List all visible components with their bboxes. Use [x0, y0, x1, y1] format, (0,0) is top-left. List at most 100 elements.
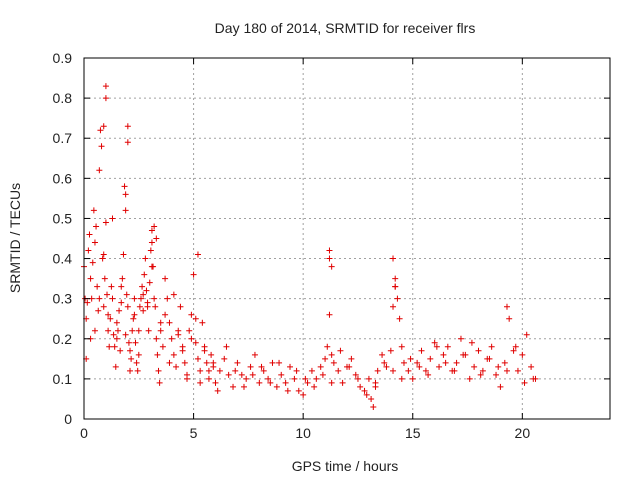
data-point [127, 347, 134, 354]
data-point [188, 311, 195, 318]
data-point [313, 375, 320, 382]
data-point [460, 351, 467, 358]
data-point [141, 271, 148, 278]
data-point [221, 355, 228, 362]
chart-title: Day 180 of 2014, SRMTID for receiver flr… [215, 20, 476, 36]
data-point [392, 283, 399, 290]
data-point [190, 271, 197, 278]
data-point [100, 123, 107, 130]
data-point [100, 303, 107, 310]
data-point [147, 247, 154, 254]
data-point [210, 359, 217, 366]
data-point [164, 295, 171, 302]
data-point [223, 343, 230, 350]
data-point [93, 223, 100, 230]
data-point [317, 363, 324, 370]
data-point [400, 359, 407, 366]
data-point [84, 299, 91, 306]
data-point [308, 367, 315, 374]
data-point [247, 363, 254, 370]
data-point [453, 359, 460, 366]
data-point [407, 355, 414, 362]
data-point [123, 291, 130, 298]
data-point [106, 343, 113, 350]
data-point [363, 391, 370, 398]
data-point [390, 367, 397, 374]
data-point [506, 315, 513, 322]
data-point [457, 335, 464, 342]
data-point [346, 363, 353, 370]
data-point [230, 383, 237, 390]
data-point [425, 371, 432, 378]
data-point [348, 355, 355, 362]
data-point [278, 371, 285, 378]
data-point [91, 239, 98, 246]
axis-ticks [83, 57, 610, 420]
data-point [154, 351, 161, 358]
data-point [339, 379, 346, 386]
data-point [177, 303, 184, 310]
data-point [114, 327, 121, 334]
data-point [199, 319, 206, 326]
data-point [86, 231, 93, 238]
data-point [493, 371, 500, 378]
data-point [214, 387, 221, 394]
data-point [129, 327, 136, 334]
x-tick-label: 5 [190, 425, 198, 441]
data-point [118, 299, 125, 306]
data-point [100, 251, 107, 258]
data-point [258, 363, 265, 370]
data-point [335, 367, 342, 374]
data-point [232, 367, 239, 374]
data-point [153, 235, 160, 242]
data-point [240, 383, 247, 390]
data-point [440, 351, 447, 358]
data-point [322, 355, 329, 362]
data-point [116, 307, 123, 314]
data-point [387, 347, 394, 354]
data-point [405, 367, 412, 374]
grid-lines [84, 58, 610, 419]
data-point [90, 207, 97, 214]
data-point [365, 375, 372, 382]
y-tick-label: 0.9 [53, 50, 73, 66]
data-point [105, 327, 112, 334]
data-point [109, 215, 116, 222]
data-point [166, 319, 173, 326]
data-point [184, 371, 191, 378]
data-point [194, 251, 201, 258]
data-point [471, 363, 478, 370]
data-point [151, 295, 158, 302]
data-point [102, 83, 109, 90]
data-point [390, 303, 397, 310]
data-point [291, 375, 298, 382]
data-point [121, 183, 128, 190]
data-point [390, 255, 397, 262]
data-point [326, 247, 333, 254]
data-point [98, 143, 105, 150]
data-point [162, 311, 169, 318]
data-point [192, 339, 199, 346]
data-point [118, 283, 125, 290]
data-point [148, 263, 155, 270]
x-tick-label: 10 [295, 425, 311, 441]
data-point [256, 379, 263, 386]
data-point [91, 327, 98, 334]
data-point [319, 371, 326, 378]
data-point [104, 291, 111, 298]
data-point [113, 319, 120, 326]
data-point [495, 363, 502, 370]
data-points [81, 83, 539, 410]
data-point [143, 287, 150, 294]
x-tick-label: 15 [405, 425, 421, 441]
data-point [102, 95, 109, 102]
y-tick-label: 0.6 [53, 170, 73, 186]
data-point [130, 315, 137, 322]
plot-frame [83, 57, 611, 420]
data-point [216, 367, 223, 374]
y-tick-label: 0 [64, 411, 72, 427]
data-point [148, 227, 155, 234]
data-point [96, 295, 103, 302]
data-point [134, 367, 141, 374]
data-point [188, 335, 195, 342]
